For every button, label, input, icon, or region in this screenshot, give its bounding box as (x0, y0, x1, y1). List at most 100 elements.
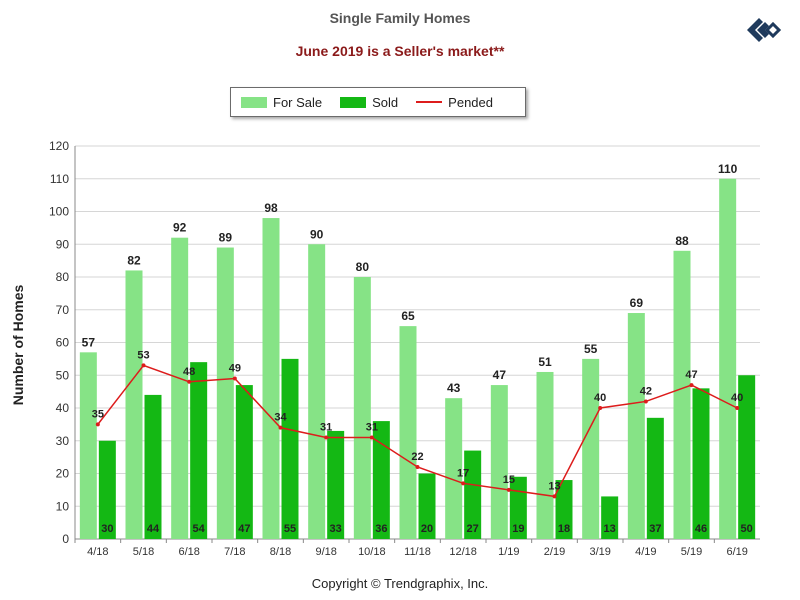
y-tick-label: 70 (56, 303, 70, 317)
legend-swatch-sold (340, 96, 367, 108)
bar-for-sale (308, 244, 326, 539)
data-label-sold: 19 (512, 523, 524, 535)
y-tick-label: 60 (56, 336, 70, 350)
bar-for-sale (79, 352, 97, 539)
bar-for-sale (399, 326, 417, 539)
y-tick-label: 120 (49, 139, 69, 153)
data-label-sold: 50 (741, 523, 753, 535)
point-pended (369, 435, 374, 440)
data-label-sold: 13 (604, 523, 616, 535)
data-label-sold: 54 (193, 523, 206, 535)
bar-sold (190, 362, 208, 539)
data-label-pended: 40 (731, 392, 743, 404)
data-label-sold: 36 (375, 523, 387, 535)
data-label-sold: 46 (695, 523, 707, 535)
legend-item-sold: Sold (340, 95, 398, 110)
legend-label-sold: Sold (372, 94, 399, 110)
data-label-sold: 27 (467, 523, 479, 535)
bar-sold (372, 421, 390, 539)
y-tick-label: 90 (56, 237, 70, 251)
data-label-for-sale: 51 (538, 355, 552, 369)
bar-for-sale (262, 218, 280, 540)
legend-item-pended: Pended (416, 95, 493, 110)
data-label-sold: 18 (558, 523, 570, 535)
y-tick-label: 80 (56, 270, 70, 284)
y-tick-label: 50 (56, 368, 70, 382)
y-tick-label: 20 (56, 467, 70, 481)
bar-for-sale (445, 398, 463, 539)
data-label-pended: 31 (320, 421, 332, 433)
data-label-for-sale: 69 (630, 296, 644, 310)
data-label-pended: 22 (411, 451, 423, 463)
data-label-for-sale: 98 (264, 201, 278, 215)
y-tick-label: 30 (56, 434, 70, 448)
bar-sold (738, 375, 756, 539)
data-label-for-sale: 82 (127, 253, 141, 267)
x-tick-label: 6/18 (178, 546, 199, 558)
bar-sold (464, 450, 482, 539)
point-pended (95, 422, 100, 427)
x-tick-label: 5/19 (681, 546, 702, 558)
data-label-for-sale: 92 (173, 221, 187, 235)
data-label-sold: 44 (147, 523, 160, 535)
x-tick-label: 10/18 (358, 546, 386, 558)
x-tick-label: 7/18 (224, 546, 245, 558)
bar-sold (555, 480, 573, 539)
data-label-for-sale: 57 (82, 335, 96, 349)
bar-sold (646, 417, 664, 539)
bar-for-sale (171, 237, 189, 539)
data-label-pended: 34 (274, 412, 287, 424)
data-label-pended: 53 (137, 349, 149, 361)
data-label-for-sale: 47 (493, 368, 507, 382)
point-pended (506, 487, 511, 492)
data-label-for-sale: 90 (310, 227, 324, 241)
x-tick-label: 1/19 (498, 546, 519, 558)
data-label-pended: 31 (366, 421, 378, 433)
x-tick-label: 5/18 (133, 546, 154, 558)
bar-sold (327, 430, 345, 539)
x-tick-label: 4/18 (87, 546, 108, 558)
data-label-pended: 35 (92, 408, 104, 420)
y-tick-label: 0 (62, 532, 69, 546)
legend-swatch-for-sale (241, 96, 267, 108)
data-label-sold: 47 (238, 523, 250, 535)
point-pended (552, 494, 557, 499)
data-label-pended: 48 (183, 366, 195, 378)
point-pended (415, 464, 420, 469)
bar-for-sale (719, 178, 737, 539)
data-label-sold: 37 (649, 523, 661, 535)
x-tick-label: 11/18 (404, 546, 431, 558)
bar-sold (692, 388, 710, 539)
legend-item-for-sale: For Sale (241, 95, 322, 110)
data-label-for-sale: 80 (356, 260, 370, 274)
data-label-for-sale: 55 (584, 342, 598, 356)
data-label-pended: 15 (503, 474, 515, 486)
y-axis-title: Number of Homes (10, 284, 26, 406)
x-tick-label: 2/19 (544, 546, 565, 558)
data-label-for-sale: 88 (675, 234, 689, 248)
point-pended (461, 481, 466, 486)
point-pended (278, 425, 283, 430)
bar-sold (281, 358, 299, 539)
data-label-for-sale: 89 (219, 231, 233, 245)
bar-sold (418, 473, 436, 539)
copyright-footer: Copyright © Trendgraphix, Inc. (311, 576, 489, 591)
bar-sold (601, 496, 619, 539)
data-label-pended: 49 (229, 363, 241, 375)
data-label-pended: 17 (457, 467, 469, 479)
data-label-pended: 42 (640, 385, 652, 397)
point-pended (598, 406, 603, 410)
point-pended (735, 406, 740, 410)
x-tick-label: 3/19 (589, 546, 610, 558)
data-label-for-sale: 43 (447, 381, 461, 395)
bar-sold (144, 394, 162, 539)
data-label-sold: 33 (330, 523, 342, 535)
bar-for-sale (673, 250, 691, 540)
x-tick-label: 6/19 (726, 546, 747, 558)
y-tick-label: 110 (50, 172, 69, 186)
legend-label-pended: Pended (448, 94, 493, 110)
y-tick-label: 10 (56, 499, 70, 513)
data-label-sold: 30 (101, 523, 113, 535)
